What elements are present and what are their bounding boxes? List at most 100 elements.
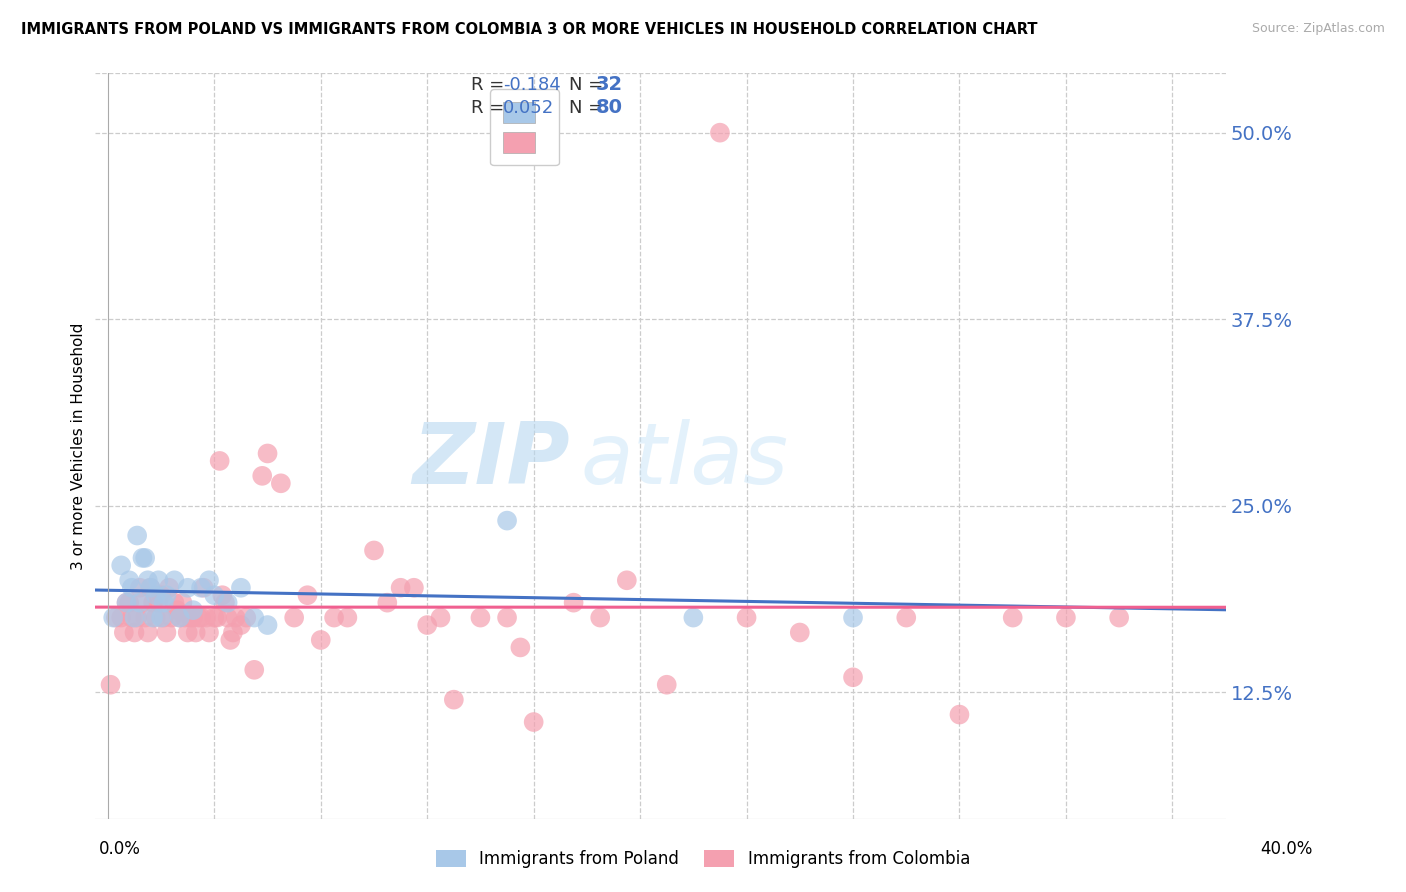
Point — [509, 640, 531, 655]
Point — [187, 610, 209, 624]
Point — [842, 610, 865, 624]
Text: -0.184: -0.184 — [503, 76, 561, 94]
Text: N =: N = — [569, 99, 609, 117]
Point — [735, 610, 758, 624]
Text: R =: R = — [471, 76, 510, 94]
Point — [163, 574, 186, 588]
Point — [127, 610, 149, 624]
Point — [110, 610, 132, 624]
Point — [682, 610, 704, 624]
Point — [145, 610, 167, 624]
Text: 32: 32 — [596, 75, 623, 95]
Text: atlas: atlas — [581, 419, 789, 502]
Point — [496, 610, 519, 624]
Point — [229, 618, 252, 632]
Point — [562, 596, 585, 610]
Text: R =: R = — [471, 99, 510, 117]
Point — [169, 610, 191, 624]
Point — [166, 603, 188, 617]
Text: N =: N = — [569, 76, 609, 94]
Point — [163, 596, 186, 610]
Point — [589, 610, 612, 624]
Point — [202, 588, 225, 602]
Text: 80: 80 — [596, 98, 623, 118]
Point — [177, 625, 200, 640]
Point — [309, 632, 332, 647]
Point — [115, 596, 138, 610]
Point — [142, 596, 165, 610]
Point — [179, 610, 201, 624]
Point — [416, 618, 439, 632]
Point — [155, 588, 177, 602]
Point — [389, 581, 412, 595]
Point — [177, 581, 200, 595]
Point — [202, 610, 225, 624]
Point — [139, 581, 162, 595]
Point — [128, 581, 150, 595]
Point — [217, 610, 239, 624]
Point — [142, 610, 165, 624]
Point — [118, 574, 141, 588]
Point — [948, 707, 970, 722]
Point — [150, 588, 173, 602]
Point — [190, 581, 212, 595]
Point — [655, 678, 678, 692]
Point — [184, 625, 207, 640]
Point — [134, 610, 156, 624]
Legend: Immigrants from Poland, Immigrants from Colombia: Immigrants from Poland, Immigrants from … — [429, 843, 977, 875]
Point — [104, 610, 127, 624]
Text: 0.0%: 0.0% — [98, 840, 141, 858]
Point — [205, 610, 228, 624]
Point — [127, 528, 149, 542]
Point — [124, 610, 146, 624]
Point — [217, 596, 239, 610]
Point — [131, 596, 153, 610]
Point — [789, 625, 811, 640]
Point — [211, 588, 233, 602]
Point — [222, 625, 245, 640]
Point — [429, 610, 451, 624]
Point — [145, 588, 167, 602]
Point — [1108, 610, 1130, 624]
Text: Source: ZipAtlas.com: Source: ZipAtlas.com — [1251, 22, 1385, 36]
Text: ZIP: ZIP — [412, 419, 569, 502]
Point — [523, 714, 546, 729]
Point — [896, 610, 918, 624]
Point — [181, 603, 204, 617]
Point — [148, 574, 170, 588]
Point — [110, 558, 132, 573]
Point — [229, 581, 252, 595]
Point — [155, 625, 177, 640]
Point — [136, 625, 159, 640]
Point — [148, 596, 170, 610]
Point — [323, 610, 346, 624]
Point — [214, 596, 236, 610]
Point — [443, 692, 465, 706]
Point — [121, 581, 143, 595]
Point — [115, 596, 138, 610]
Point — [136, 574, 159, 588]
Point — [131, 550, 153, 565]
Point — [169, 610, 191, 624]
Point — [243, 610, 266, 624]
Point — [252, 468, 274, 483]
Point — [208, 454, 231, 468]
Text: IMMIGRANTS FROM POLAND VS IMMIGRANTS FROM COLOMBIA 3 OR MORE VEHICLES IN HOUSEHO: IMMIGRANTS FROM POLAND VS IMMIGRANTS FRO… — [21, 22, 1038, 37]
Point — [152, 596, 174, 610]
Point — [198, 625, 221, 640]
Point — [152, 610, 174, 624]
Point — [256, 446, 278, 460]
Point — [198, 574, 221, 588]
Point — [402, 581, 425, 595]
Point — [1001, 610, 1024, 624]
Point — [219, 632, 242, 647]
Point — [121, 610, 143, 624]
Point — [496, 514, 519, 528]
Point — [193, 581, 215, 595]
Y-axis label: 3 or more Vehicles in Household: 3 or more Vehicles in Household — [72, 322, 86, 570]
Point — [157, 581, 180, 595]
Point — [235, 610, 257, 624]
Point — [375, 596, 398, 610]
Point — [112, 625, 135, 640]
Point — [118, 596, 141, 610]
